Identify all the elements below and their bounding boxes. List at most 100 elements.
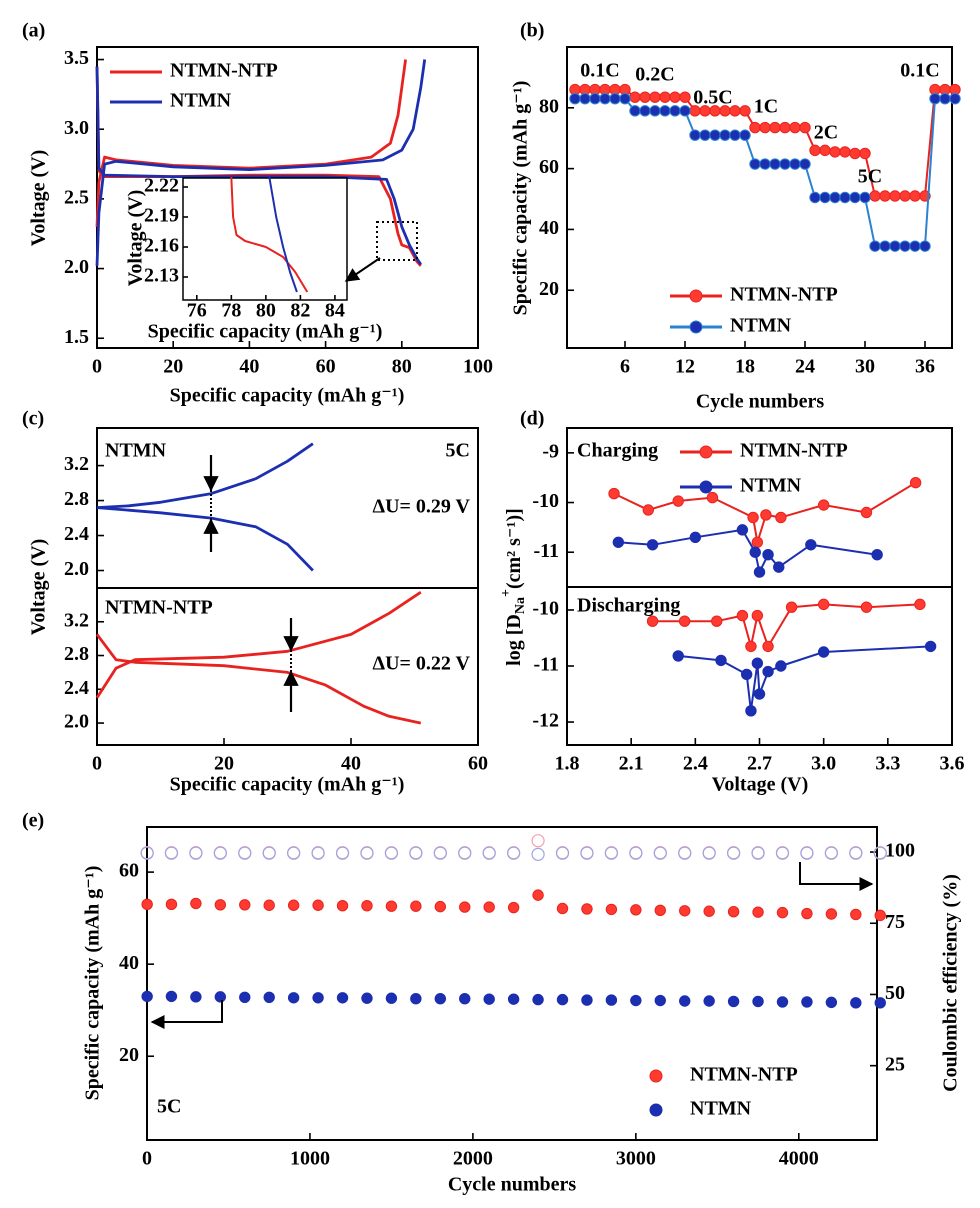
annotation: Charging bbox=[577, 440, 658, 462]
panel-label: (a) bbox=[22, 20, 45, 42]
annotation: NTMN-NTP bbox=[105, 597, 213, 619]
data-point bbox=[817, 499, 830, 511]
data-point bbox=[678, 615, 691, 627]
legend-marker bbox=[689, 289, 703, 303]
y2-tick-label: 50 bbox=[885, 982, 905, 1004]
x-tick-label: 80 bbox=[256, 300, 276, 322]
data-point bbox=[762, 665, 774, 678]
y-tick-label: 1.5 bbox=[64, 326, 89, 348]
data-point bbox=[629, 91, 641, 103]
y-axis-label: log [DNa+(cm² s⁻¹)] bbox=[499, 508, 528, 666]
data-point bbox=[659, 91, 671, 103]
data-point bbox=[819, 191, 831, 204]
y2-tick-label: 75 bbox=[885, 911, 905, 933]
data-point bbox=[385, 992, 398, 1004]
axis-arrow bbox=[150, 1000, 223, 1029]
data-point bbox=[262, 846, 276, 860]
data-point bbox=[729, 129, 741, 141]
annotation: 5C bbox=[157, 1096, 181, 1118]
label-sub: Na bbox=[513, 597, 528, 614]
data-point bbox=[287, 846, 301, 860]
y2-tick-label: 100 bbox=[885, 840, 915, 862]
y-tick-label: 2.0 bbox=[64, 558, 89, 580]
y-tick-label: -10 bbox=[532, 598, 559, 620]
data-point bbox=[752, 906, 764, 918]
series-line bbox=[95, 66, 422, 266]
data-point bbox=[779, 121, 791, 134]
data-point bbox=[532, 889, 544, 901]
annotation: 0.2C bbox=[635, 64, 674, 86]
data-point bbox=[642, 504, 654, 516]
x-tick-label: 40 bbox=[341, 753, 361, 775]
data-point bbox=[434, 900, 447, 913]
data-point bbox=[630, 994, 642, 1007]
panel-label: (e) bbox=[22, 810, 44, 832]
x-tick-label: 2.7 bbox=[747, 753, 772, 775]
data-point bbox=[939, 92, 951, 105]
data-point bbox=[569, 92, 581, 105]
data-point bbox=[459, 901, 471, 913]
data-point bbox=[751, 846, 765, 860]
annotation: 0.5C bbox=[693, 87, 732, 109]
data-point bbox=[385, 900, 398, 912]
y-tick-label: 2.19 bbox=[144, 205, 179, 227]
data-point bbox=[654, 994, 666, 1007]
y-tick-label: 2.4 bbox=[64, 523, 89, 545]
data-point bbox=[874, 997, 886, 1009]
data-point bbox=[869, 190, 881, 202]
y-tick-label: 40 bbox=[119, 952, 139, 974]
data-point bbox=[773, 561, 785, 573]
annotation: 2C bbox=[814, 122, 838, 144]
data-point bbox=[190, 991, 202, 1003]
data-point bbox=[715, 654, 727, 667]
data-point bbox=[859, 191, 871, 204]
data-point bbox=[727, 905, 740, 918]
data-point bbox=[238, 846, 252, 860]
annotation: NTMN bbox=[105, 440, 167, 462]
x-axis-label: Specific capacity (mAh g⁻¹) bbox=[170, 774, 405, 796]
y-tick-label: -12 bbox=[532, 710, 559, 732]
data-point bbox=[817, 646, 830, 658]
data-point bbox=[141, 898, 153, 911]
data-point bbox=[335, 846, 350, 860]
data-point bbox=[689, 531, 702, 544]
annotation: 1C bbox=[754, 96, 778, 118]
data-point bbox=[164, 846, 179, 860]
data-point bbox=[312, 899, 324, 911]
data-point bbox=[914, 598, 926, 611]
y-axis-label: Specific capacity (mAh g⁻¹) bbox=[82, 866, 104, 1101]
annotation: 0.1C bbox=[900, 60, 939, 82]
series-line bbox=[678, 645, 931, 712]
data-point bbox=[824, 846, 838, 860]
data-point bbox=[745, 705, 757, 717]
x-tick-label: 3.6 bbox=[940, 753, 965, 775]
data-point bbox=[899, 240, 911, 252]
data-point bbox=[629, 846, 643, 860]
y-tick-label: 3.2 bbox=[64, 453, 89, 475]
annotation: 5C bbox=[858, 166, 882, 188]
data-point bbox=[679, 905, 691, 917]
data-point bbox=[702, 846, 716, 860]
data-point bbox=[531, 834, 545, 848]
data-point bbox=[190, 897, 202, 910]
data-point bbox=[727, 846, 741, 860]
data-point bbox=[165, 990, 178, 1003]
data-point bbox=[749, 158, 761, 170]
data-point bbox=[629, 105, 641, 117]
data-point bbox=[860, 601, 873, 613]
y-tick-label: 20 bbox=[539, 278, 559, 300]
data-point bbox=[361, 992, 373, 1004]
data-point bbox=[776, 906, 789, 919]
data-point bbox=[829, 191, 841, 204]
label-part: log [D bbox=[503, 614, 525, 666]
axis-arrow bbox=[799, 862, 874, 891]
x-tick-label: 6 bbox=[620, 356, 630, 378]
data-point bbox=[287, 992, 300, 1004]
data-point bbox=[646, 539, 659, 551]
inset-y-label: Voltage (V) bbox=[125, 190, 147, 286]
y-tick-label: -9 bbox=[542, 440, 559, 462]
x-tick-label: 0 bbox=[92, 753, 102, 775]
y-tick-label: 2.0 bbox=[64, 256, 89, 278]
x-tick-label: 0 bbox=[142, 1148, 152, 1170]
y-tick-label: 2.13 bbox=[144, 265, 179, 287]
